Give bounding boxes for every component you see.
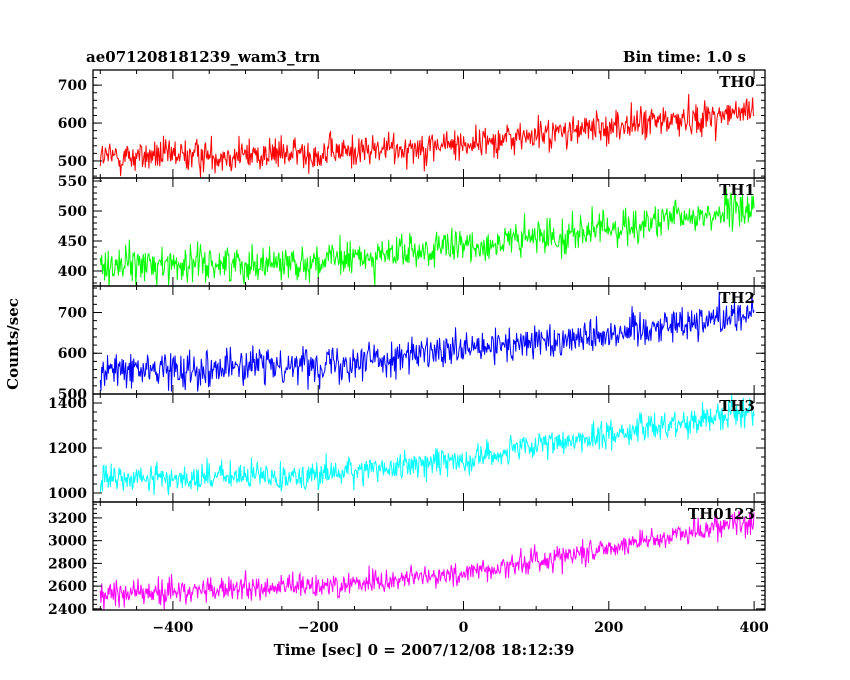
x-axis-label: Time [sec] 0 = 2007/12/08 18:12:39 xyxy=(274,641,575,659)
x-tick-label: 0 xyxy=(459,620,469,636)
y-tick-label: 3000 xyxy=(48,534,87,550)
panel-th3: 1000 1200 1400 TH3 xyxy=(48,393,766,503)
panel-label-th0123: TH0123 xyxy=(688,505,755,523)
panel-label-th0: TH0 xyxy=(719,73,755,91)
y-tick-label: 550 xyxy=(58,174,87,190)
series-line-th1 xyxy=(99,185,755,286)
y-axis-label: Counts/sec xyxy=(4,298,22,390)
y-tick-label: 600 xyxy=(58,346,87,362)
panel-frame xyxy=(92,285,766,395)
panel-frame xyxy=(92,69,766,179)
chart-title: ae071208181239_wam3_trn xyxy=(86,48,320,66)
panel-th2: 500 600 700 TH2 xyxy=(58,285,766,403)
x-tick-label: 200 xyxy=(594,620,623,636)
panel-label-th3: TH3 xyxy=(719,397,755,415)
panel-frame xyxy=(92,393,766,503)
x-tick-label: −400 xyxy=(152,620,193,636)
y-tick-label: 400 xyxy=(58,264,87,280)
x-tick-label: 400 xyxy=(739,620,768,636)
panel-label-th1: TH1 xyxy=(719,181,755,199)
panel-th0123: 2400 2600 2800 3000 3200 TH0123 xyxy=(48,501,766,618)
panel-frame xyxy=(92,501,766,611)
x-tick-label: −200 xyxy=(298,620,339,636)
y-tick-label: 600 xyxy=(58,116,87,132)
y-tick-label: 3200 xyxy=(48,511,87,527)
panel-th1: 400 450 500 550 TH1 xyxy=(58,174,766,287)
y-tick-label: 1000 xyxy=(48,486,87,502)
y-tick-label: 2400 xyxy=(48,602,87,618)
panels-group: 500 600 700 TH0 400 450 500 550 TH1 500 600 700 TH2 1… xyxy=(48,69,766,618)
series-line-th3 xyxy=(99,394,755,496)
panel-label-th2: TH2 xyxy=(719,289,755,307)
y-tick-label: 700 xyxy=(58,78,87,94)
y-tick-label: 450 xyxy=(58,234,87,250)
series-line-th2 xyxy=(99,291,755,392)
y-tick-label: 700 xyxy=(58,305,87,321)
y-tick-label: 1200 xyxy=(48,441,87,457)
y-tick-label: 2800 xyxy=(48,556,87,572)
y-tick-label: 500 xyxy=(58,387,87,403)
y-tick-label: 500 xyxy=(58,204,87,220)
bin-time-label: Bin time: 1.0 s xyxy=(623,48,746,66)
panel-frame xyxy=(92,177,766,287)
x-axis: −400 −200 0 200 400 xyxy=(152,620,769,636)
series-line-th0 xyxy=(99,94,755,178)
y-tick-label: 1400 xyxy=(48,396,87,412)
y-tick-label: 2600 xyxy=(48,579,87,595)
panel-th0: 500 600 700 TH0 xyxy=(58,69,766,179)
series-line-th0123 xyxy=(99,510,755,610)
y-tick-label: 500 xyxy=(58,154,87,170)
